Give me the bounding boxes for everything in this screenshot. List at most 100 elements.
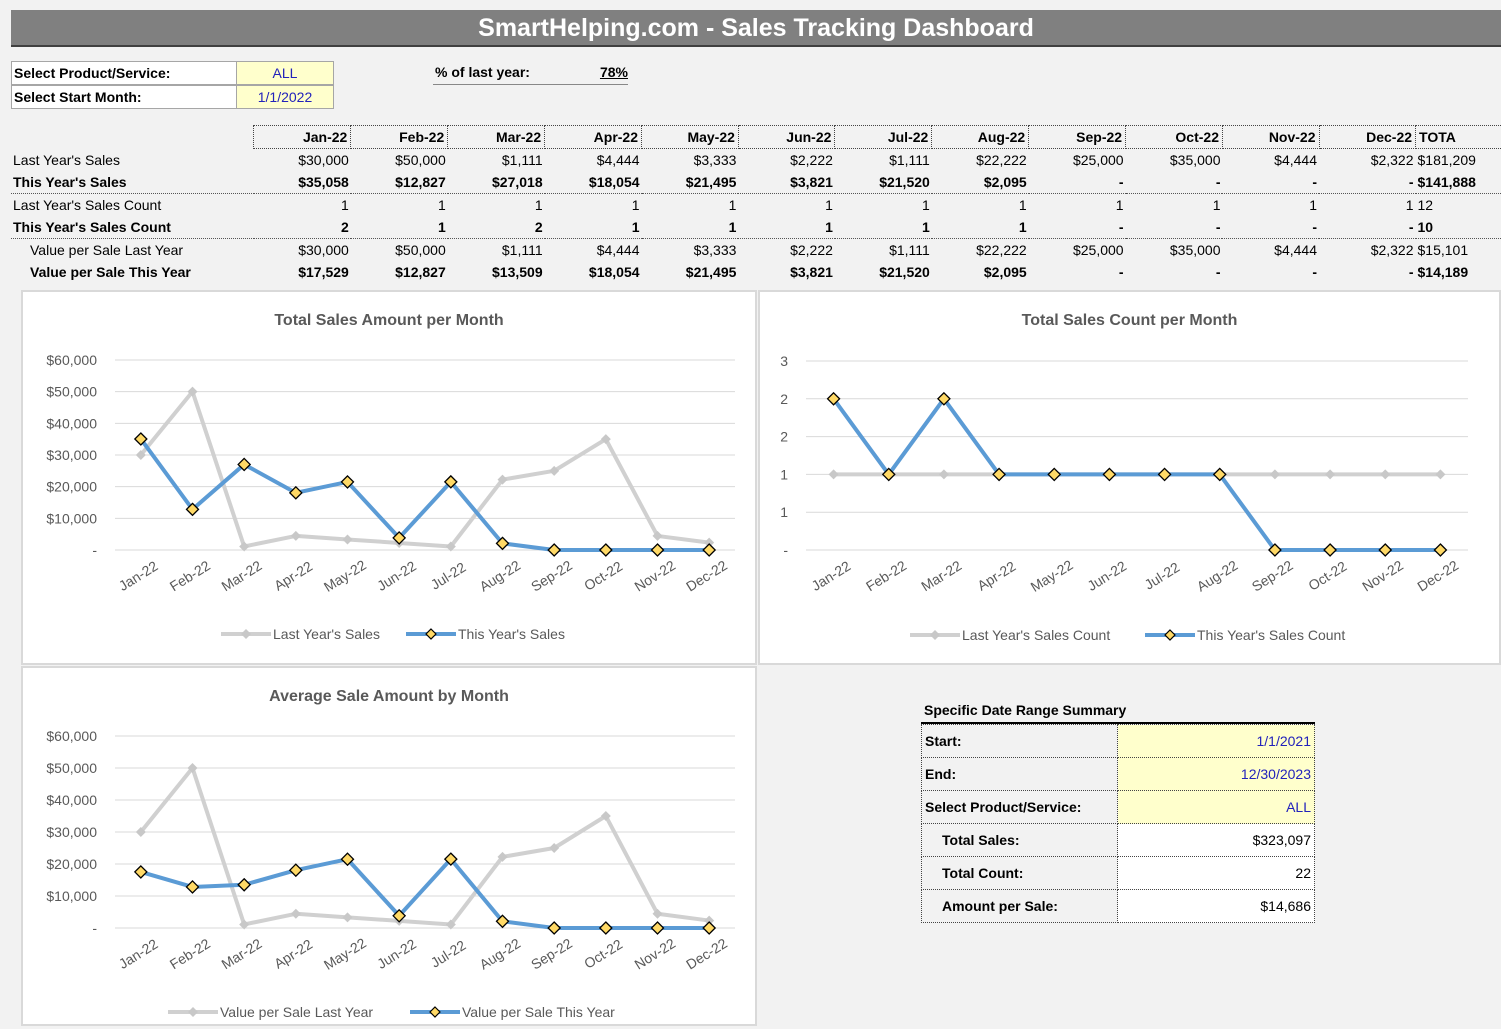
row-value: 1 xyxy=(350,216,448,239)
x-tick-label: Aug-22 xyxy=(476,557,523,595)
row-total: 12 xyxy=(1417,197,1434,213)
pct-last-year-label: % of last year: xyxy=(433,61,573,85)
x-tick-label: Dec-22 xyxy=(1414,557,1461,595)
row-value: $22,222 xyxy=(976,242,1027,258)
product-filter-input[interactable]: ALL xyxy=(236,61,334,85)
x-tick-label: Oct-22 xyxy=(1305,558,1349,594)
data-point xyxy=(704,915,715,926)
data-point xyxy=(445,919,456,930)
row-value: $21,520 xyxy=(879,264,930,280)
row-value: 1 xyxy=(631,197,640,213)
row-value: $4,444 xyxy=(596,152,640,168)
series-line xyxy=(139,389,710,549)
row-value: $25,000 xyxy=(1072,242,1124,258)
data-point xyxy=(826,391,841,406)
row-value: 1 xyxy=(738,216,835,239)
y-tick-label: 1 xyxy=(780,466,788,482)
x-tick-label: May-22 xyxy=(321,934,369,972)
row-value: $4,444 xyxy=(596,242,640,258)
month-header: Aug-22 xyxy=(931,125,1030,149)
summary-value: $323,097 xyxy=(1117,823,1315,857)
row-value: 1 xyxy=(1309,197,1317,213)
data-point xyxy=(443,852,458,867)
chart-title: Total Sales Amount per Month xyxy=(274,312,504,329)
x-tick-label: Mar-22 xyxy=(218,935,264,972)
x-tick-label: Jul-22 xyxy=(1142,559,1183,593)
data-point xyxy=(239,541,250,552)
data-point xyxy=(1269,469,1280,480)
row-value: $1,111 xyxy=(501,152,543,168)
month-header: Mar-22 xyxy=(447,125,546,149)
row-value: 1 xyxy=(641,216,739,239)
row-value: $3,821 xyxy=(790,264,833,280)
row-value: 1 xyxy=(1018,197,1027,213)
data-point xyxy=(443,474,458,489)
pct-last-year-value: 78% xyxy=(572,61,628,85)
summary-label: Start: xyxy=(921,724,1118,758)
y-tick-label: $10,000 xyxy=(46,510,97,526)
data-point xyxy=(1380,469,1391,480)
average-sale-chart: Average Sale Amount by Month - $10,000 $20… xyxy=(21,666,757,1026)
y-tick-label: $60,000 xyxy=(46,352,97,368)
row-value: 2 xyxy=(253,216,351,239)
summary-label: Total Count: xyxy=(921,856,1118,890)
x-tick-label: Feb-22 xyxy=(863,557,909,594)
y-tick-label: 1 xyxy=(780,504,788,520)
header-spacer xyxy=(11,126,254,149)
summary-title: Specific Date Range Summary xyxy=(921,700,1315,724)
row-value: $21,495 xyxy=(641,171,739,194)
row-value: 1 xyxy=(931,216,1029,239)
data-point xyxy=(598,921,613,935)
start-month-input[interactable]: 1/1/2022 xyxy=(236,85,334,109)
summary-value: 22 xyxy=(1117,856,1315,890)
y-tick-label: $40,000 xyxy=(46,792,97,808)
chart-title: Average Sale Amount by Month xyxy=(269,688,509,705)
row-value: 1 xyxy=(922,197,930,213)
row-value: $18,054 xyxy=(588,264,640,280)
month-header: Jul-22 xyxy=(834,125,933,149)
data-point xyxy=(1323,543,1338,557)
data-point xyxy=(704,537,715,548)
data-point xyxy=(290,530,301,541)
row-label: Value per Sale Last Year xyxy=(30,242,184,258)
row-value: $21,520 xyxy=(834,171,932,194)
legend-marker xyxy=(188,1007,198,1017)
row-label: Value per Sale This Year xyxy=(30,264,191,280)
data-point xyxy=(938,469,949,480)
chart-title: Total Sales Count per Month xyxy=(1021,312,1238,329)
x-tick-label: Nov-22 xyxy=(631,557,678,595)
row-value: $3,333 xyxy=(693,152,737,168)
row-value: 1 xyxy=(1115,197,1124,213)
x-tick-label: Apr-22 xyxy=(271,936,315,972)
data-point xyxy=(133,864,148,879)
row-value: $18,054 xyxy=(544,171,642,194)
data-point xyxy=(650,543,665,557)
y-tick-label: $50,000 xyxy=(46,760,97,776)
start-month-label: Select Start Month: xyxy=(11,85,237,109)
row-value: - xyxy=(1215,264,1221,280)
row-value: $1,111 xyxy=(501,242,543,258)
x-tick-label: Jan-22 xyxy=(116,936,161,972)
y-tick-label: 2 xyxy=(780,429,788,445)
data-point xyxy=(1157,467,1172,482)
average-sale-chart-plot: - $10,000 $20,000 $30,000 $40,000 $50,000 $60,… xyxy=(46,728,735,1020)
x-tick-label: Sep-22 xyxy=(528,557,575,595)
data-point xyxy=(1102,467,1117,482)
summary-input[interactable]: 12/30/2023 xyxy=(1117,757,1315,791)
row-value: $35,058 xyxy=(253,171,351,194)
summary-input[interactable]: ALL xyxy=(1117,790,1315,824)
x-tick-label: Jan-22 xyxy=(116,558,161,594)
month-header: Nov-22 xyxy=(1221,125,1320,149)
row-value: $50,000 xyxy=(395,152,446,168)
metrics-row: Last Year's Sales Count 1 1 1 1 1 1 1 1 1 1 1 1 12 xyxy=(11,194,1501,217)
month-header: Dec-22 xyxy=(1318,125,1417,149)
row-value: 1 xyxy=(1212,197,1221,213)
x-tick-label: Jun-22 xyxy=(374,936,419,972)
data-point xyxy=(600,811,611,821)
row-total: $141,888 xyxy=(1415,171,1501,194)
summary-input[interactable]: 1/1/2021 xyxy=(1117,724,1315,758)
legend-label: Last Year's Sales Count xyxy=(962,627,1110,643)
monthly-metrics-table: Jan-22 Feb-22 Mar-22 Apr-22 May-22 Jun-22 Jul-… xyxy=(11,125,1501,283)
data-point xyxy=(702,921,717,935)
row-value: $2,222 xyxy=(790,152,833,168)
